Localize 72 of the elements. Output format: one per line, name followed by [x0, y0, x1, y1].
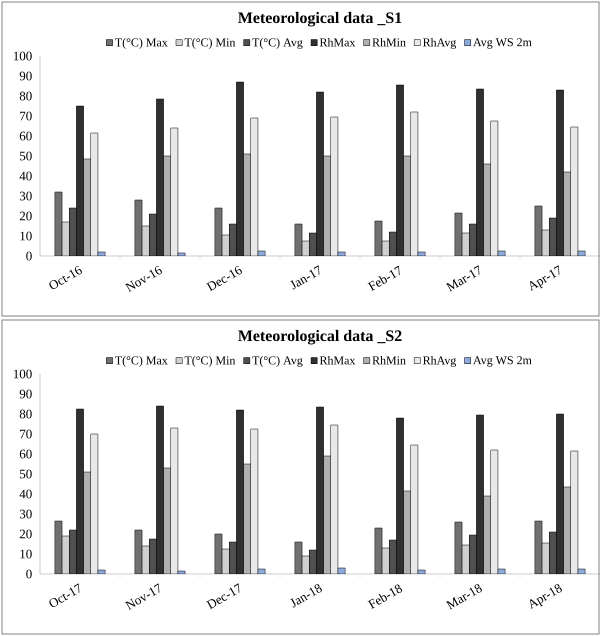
- y-tick-label: 80: [20, 410, 32, 418]
- bar: [83, 158, 92, 256]
- bar: [156, 406, 164, 574]
- bar: [243, 154, 252, 256]
- y-tick-label: 50: [20, 470, 32, 478]
- chart-title: Meteorological data _S2: [238, 330, 402, 344]
- bar: [170, 128, 178, 256]
- legend-label: T(°C) Max: [115, 356, 168, 367]
- bar: [243, 464, 252, 574]
- bar: [323, 456, 332, 574]
- y-tick-label: 0: [26, 570, 32, 578]
- bar: [563, 172, 572, 256]
- legend-label: T(°C) Min: [184, 38, 236, 49]
- legend-label: RhMax: [320, 356, 356, 364]
- legend-label: T(°C) Max: [115, 38, 168, 49]
- y-tick-label: 60: [20, 132, 32, 140]
- legend-label: T(°C) Avg: [252, 38, 303, 49]
- bar: [483, 164, 492, 256]
- bar: [403, 156, 412, 256]
- bar: [570, 450, 578, 574]
- legend-label: T(°C) Min: [184, 356, 236, 367]
- y-tick-label: 20: [20, 530, 32, 538]
- bar: [163, 468, 172, 574]
- bar: [570, 126, 578, 256]
- chart-title: Meteorological data _S1: [238, 12, 402, 26]
- bar: [76, 408, 84, 574]
- bar: [490, 120, 498, 256]
- y-tick-label: 90: [20, 72, 32, 80]
- legend-label: Avg WS 2m: [473, 38, 532, 49]
- legend-label: RhMin: [372, 356, 406, 364]
- y-tick-label: 90: [20, 390, 32, 398]
- y-tick-label: 100: [14, 52, 32, 60]
- bar: [90, 132, 98, 256]
- y-tick-label: 10: [20, 550, 32, 558]
- bar: [476, 414, 484, 574]
- bar: [403, 490, 412, 574]
- legend-label: RhAvg: [422, 356, 456, 367]
- y-tick-label: 10: [20, 232, 32, 240]
- bar: [250, 428, 258, 574]
- y-tick-label: 100: [14, 370, 32, 378]
- bar: [396, 418, 404, 574]
- bar: [490, 450, 498, 574]
- y-tick-label: 70: [20, 430, 32, 438]
- y-tick-label: 60: [20, 450, 32, 458]
- bar: [236, 410, 244, 574]
- bar: [316, 406, 324, 574]
- y-tick-label: 40: [20, 490, 32, 498]
- y-tick-label: 20: [20, 212, 32, 220]
- bar: [330, 116, 338, 256]
- legend-label: T(°C) Avg: [252, 356, 303, 367]
- bar: [250, 118, 258, 256]
- bar: [330, 424, 338, 574]
- legend-label: Avg WS 2m: [473, 356, 532, 367]
- y-tick-label: 0: [26, 252, 32, 260]
- y-tick-label: 80: [20, 92, 32, 100]
- legend-label: RhMin: [372, 38, 406, 46]
- bar: [410, 444, 418, 574]
- bar: [83, 472, 92, 574]
- y-tick-label: 50: [20, 152, 32, 160]
- legend-label: RhAvg: [422, 38, 456, 49]
- bar: [556, 414, 564, 574]
- bar: [163, 156, 172, 256]
- bar: [563, 486, 572, 574]
- y-tick-label: 70: [20, 112, 32, 120]
- bar: [90, 434, 98, 574]
- y-tick-label: 30: [20, 192, 32, 200]
- y-tick-label: 30: [20, 510, 32, 518]
- bar: [170, 428, 178, 574]
- bar: [323, 156, 332, 256]
- legend-label: RhMax: [320, 38, 356, 46]
- y-tick-label: 40: [20, 172, 32, 180]
- bar: [410, 112, 418, 256]
